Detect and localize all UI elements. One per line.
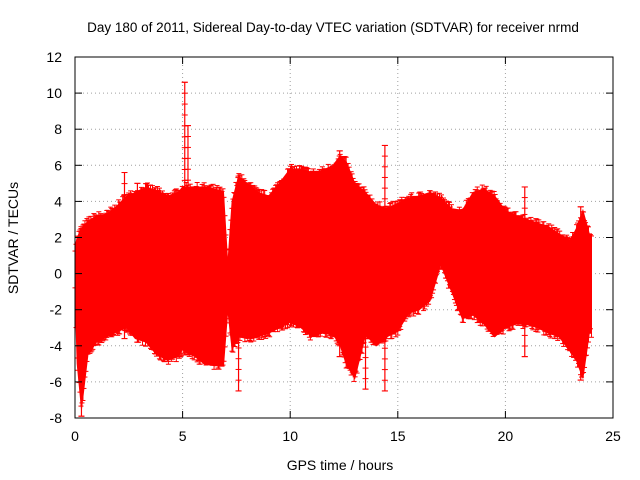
- y-tick-label: -4: [50, 338, 63, 354]
- y-tick-label: -2: [50, 302, 63, 318]
- x-axis-label: GPS time / hours: [287, 457, 394, 473]
- x-tick-label: 0: [71, 428, 79, 444]
- y-tick-label: 10: [46, 85, 62, 101]
- data-series-sdtvar: [72, 81, 594, 417]
- plot-area-border: [74, 56, 614, 419]
- axis-ticks: 0 5 10 15 20 25 -8 -6 -4 -2 0 2 4 6 8 10 12: [46, 49, 621, 444]
- x-tick-label: 20: [498, 428, 514, 444]
- y-axis-label: SDTVAR / TECUs: [5, 182, 21, 294]
- x-tick-label: 10: [282, 428, 298, 444]
- y-tick-label: 4: [54, 193, 62, 209]
- y-tick-label: 2: [54, 230, 62, 246]
- y-tick-label: 6: [54, 157, 62, 173]
- y-tick-label: 8: [54, 121, 62, 137]
- y-tick-label: 0: [54, 266, 62, 282]
- x-tick-label: 5: [179, 428, 187, 444]
- y-tick-label: -6: [50, 374, 63, 390]
- chart-title: Day 180 of 2011, Sidereal Day-to-day VTE…: [87, 20, 579, 35]
- x-tick-label: 15: [390, 428, 406, 444]
- x-tick-label: 25: [605, 428, 621, 444]
- y-tick-label: 12: [46, 49, 62, 65]
- y-tick-label: -8: [50, 410, 63, 426]
